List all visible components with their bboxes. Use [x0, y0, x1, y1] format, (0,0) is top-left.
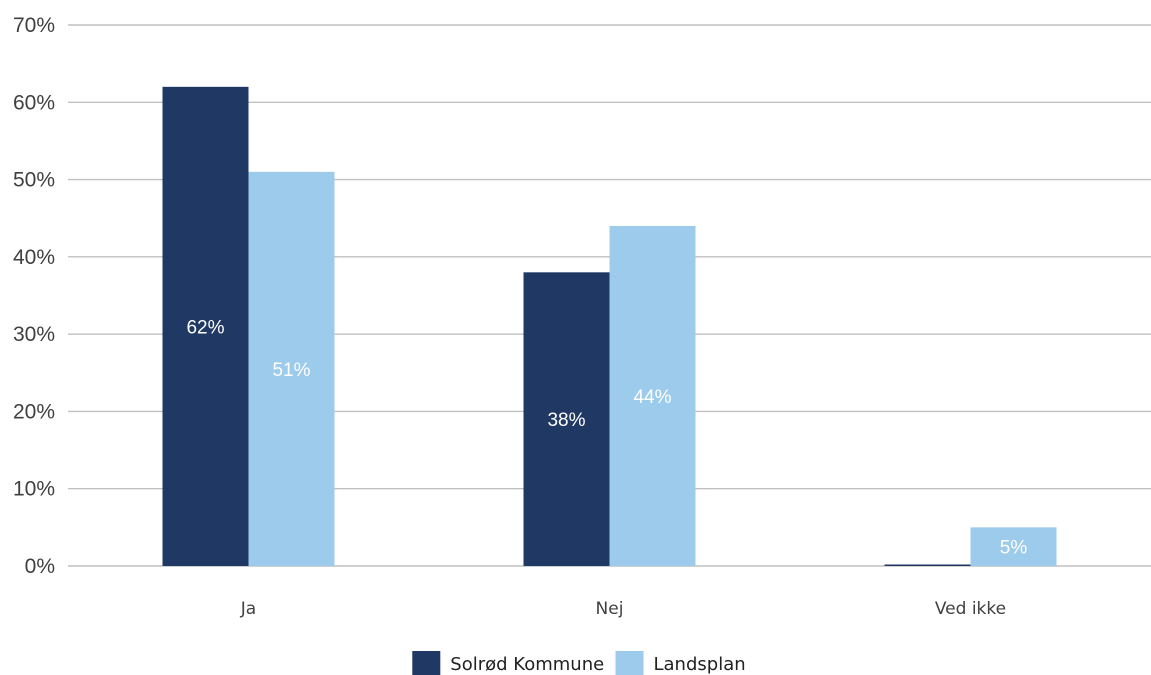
- bar: [162, 86, 249, 566]
- data-label: 5%: [1000, 538, 1028, 559]
- y-tick-label: 20%: [13, 400, 55, 423]
- data-label: 38%: [547, 410, 585, 431]
- y-tick-label: 30%: [13, 323, 55, 346]
- x-tick-label: Nej: [596, 599, 624, 619]
- y-tick-label: 70%: [13, 14, 55, 37]
- y-tick-label: 60%: [13, 91, 55, 114]
- legend-swatch: [412, 651, 441, 675]
- data-label: 44%: [633, 387, 671, 408]
- bar: [970, 527, 1057, 566]
- legend-label: Solrød Kommune: [450, 654, 604, 675]
- bar: [523, 272, 610, 566]
- legend-swatch: [615, 651, 644, 675]
- bar: [248, 171, 335, 567]
- data-label: 62%: [186, 317, 224, 338]
- bar: [609, 225, 696, 566]
- x-tick-label: Ved ikke: [935, 599, 1006, 619]
- y-tick-label: 50%: [13, 169, 55, 192]
- y-tick-label: 40%: [13, 246, 55, 269]
- y-tick-label: 10%: [13, 478, 55, 501]
- bar: [884, 564, 971, 566]
- x-tick-label: Ja: [240, 599, 256, 619]
- legend-label: Landsplan: [654, 654, 746, 675]
- y-tick-label: 0%: [25, 555, 55, 578]
- data-label: 51%: [272, 360, 310, 381]
